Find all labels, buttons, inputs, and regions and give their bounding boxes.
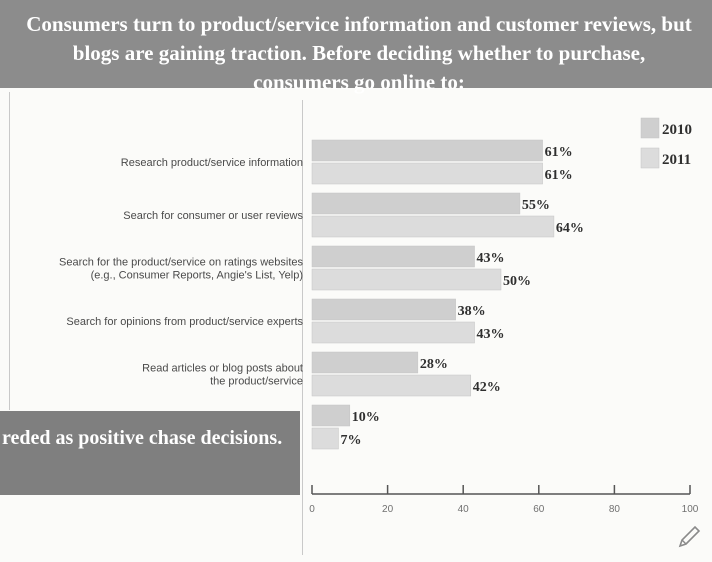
x-axis: 0 20 40 60 80 100: [309, 485, 699, 515]
value-label-2010-0: 61%: [545, 145, 573, 160]
value-label-2011-3: 43%: [477, 327, 505, 342]
bar-2010-4: [311, 351, 419, 374]
bar-2011-2: [311, 268, 502, 291]
value-label-2010-4: 28%: [420, 357, 448, 372]
value-label-2010-5: 10%: [352, 410, 380, 425]
category-label-4-1: the product/service: [210, 376, 303, 388]
legend-swatch-2011: [640, 147, 660, 169]
banner: [0, 0, 712, 88]
value-labels: 61% 61% 55% 64% 43% 50% 38% 43% 28% 42% 10% 7%: [340, 145, 583, 448]
bar-2011-5: [311, 427, 339, 450]
bar-2010-2: [311, 245, 475, 268]
left-margin-line: [9, 92, 10, 410]
category-label-1-0: Search for consumer or user reviews: [123, 210, 303, 222]
side-box-text: reded as positive chase decisions.: [2, 427, 283, 449]
pen-icon: [678, 525, 701, 548]
value-label-2011-0: 61%: [545, 168, 573, 183]
value-label-2011-1: 64%: [556, 221, 584, 236]
bar-2011-3: [311, 321, 475, 344]
legend-swatch-2010: [640, 117, 660, 139]
side-box: [0, 411, 300, 495]
bar-2010-3: [311, 298, 456, 321]
bars: [311, 139, 555, 450]
category-label-4-0: Read articles or blog posts about: [142, 363, 303, 375]
x-tick-label-1: 20: [382, 504, 394, 515]
value-label-2010-2: 43%: [477, 251, 505, 266]
x-tick-label-5: 100: [682, 504, 699, 515]
value-label-2011-2: 50%: [503, 274, 531, 289]
x-tick-label-3: 60: [533, 504, 545, 515]
category-label-0-0: Research product/service information: [121, 157, 303, 169]
x-tick-label-0: 0: [309, 504, 315, 515]
divider-line: [302, 100, 303, 555]
bar-2010-5: [311, 404, 351, 427]
bar-2011-0: [311, 162, 543, 185]
category-labels: Research product/service information Sear…: [59, 157, 303, 388]
value-label-2010-1: 55%: [522, 198, 550, 213]
value-label-2010-3: 38%: [458, 304, 486, 319]
category-label-3-0: Search for opinions from product/service…: [66, 316, 303, 328]
legend-label-2011: 2011: [662, 152, 691, 168]
x-tick-label-2: 40: [458, 504, 470, 515]
bar-2011-4: [311, 374, 472, 397]
bar-2011-1: [311, 215, 555, 238]
category-label-2-0: Search for the product/service on rating…: [59, 257, 303, 269]
x-tick-label-4: 80: [609, 504, 621, 515]
value-label-2011-5: 7%: [340, 433, 361, 448]
category-label-2-1: (e.g., Consumer Reports, Angie's List, Y…: [91, 270, 303, 282]
value-label-2011-4: 42%: [473, 380, 501, 395]
bar-2010-1: [311, 192, 521, 215]
legend-label-2010: 2010: [662, 122, 692, 138]
bar-2010-0: [311, 139, 543, 162]
legend: 2010 2011: [640, 117, 692, 169]
banner-text: Consumers turn to product/service inform…: [26, 12, 692, 94]
